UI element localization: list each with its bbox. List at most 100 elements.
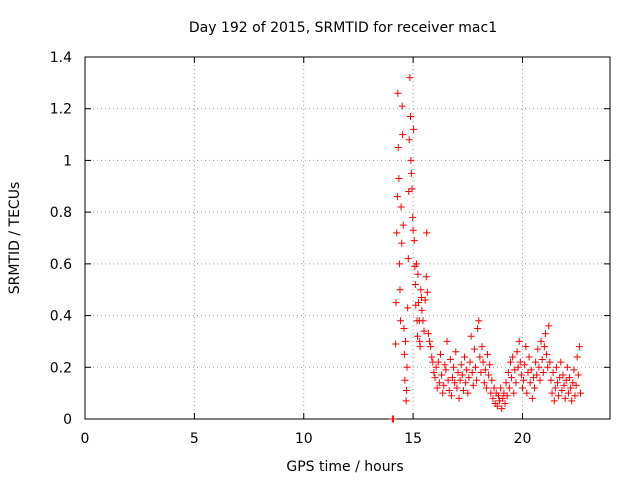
data-point (454, 368, 462, 376)
data-point (394, 89, 402, 97)
data-point (506, 358, 514, 366)
data-point (422, 273, 430, 281)
data-point (499, 394, 507, 402)
data-point (551, 384, 559, 392)
data-point (414, 332, 421, 340)
data-point (420, 327, 428, 335)
y-tick-label: 0.6 (50, 257, 72, 273)
data-point (416, 343, 424, 351)
data-point (415, 299, 423, 307)
data-point (447, 392, 455, 400)
data-point (525, 353, 533, 361)
data-point (423, 229, 431, 237)
data-point (522, 343, 530, 351)
data-point (409, 226, 417, 234)
data-point (404, 304, 412, 312)
data-point (396, 260, 404, 268)
data-point (479, 358, 487, 366)
data-point (568, 397, 576, 405)
data-point (438, 371, 446, 379)
data-point (459, 387, 467, 395)
data-point (485, 371, 493, 379)
data-point (493, 402, 501, 410)
data-point (408, 185, 416, 193)
data-point (453, 384, 461, 392)
data-point (398, 239, 406, 247)
data-point (463, 366, 471, 374)
data-point (430, 368, 438, 376)
data-point (458, 371, 466, 379)
data-point (573, 353, 581, 361)
data-point (548, 389, 556, 397)
data-point (540, 343, 548, 351)
data-point (555, 392, 563, 400)
data-point (537, 337, 545, 345)
data-point (570, 366, 578, 374)
data-point (497, 384, 505, 392)
data-point (539, 368, 547, 376)
data-point (467, 332, 475, 340)
y-tick-label: 0 (63, 412, 72, 428)
data-point (423, 288, 431, 296)
data-point (561, 394, 569, 402)
x-axis-label: GPS time / hours (286, 459, 403, 475)
data-point (446, 356, 454, 364)
data-point (576, 389, 584, 397)
data-point (515, 337, 523, 345)
data-point (395, 175, 403, 183)
data-point (417, 286, 425, 294)
data-point (541, 330, 549, 338)
data-point (532, 358, 540, 366)
data-point (418, 306, 426, 314)
data-point (502, 379, 510, 387)
data-point (527, 366, 535, 374)
data-point (470, 345, 478, 353)
data-point (403, 387, 411, 395)
data-point (393, 229, 401, 237)
data-point (396, 317, 404, 325)
data-point (451, 379, 459, 387)
data-point (435, 379, 443, 387)
data-point (431, 374, 439, 382)
data-point (494, 392, 502, 400)
data-point (546, 358, 554, 366)
x-tick-labels: 0 5 10 15 20 (81, 431, 532, 447)
data-point (407, 169, 415, 177)
data-point (512, 379, 520, 387)
data-point (533, 371, 541, 379)
data-point (513, 348, 521, 356)
data-point (504, 368, 512, 376)
data-point (475, 317, 483, 325)
y-tick-label: 1.2 (50, 102, 72, 118)
x-tick-label: 0 (81, 431, 90, 447)
data-point (521, 361, 529, 369)
data-point (476, 353, 484, 361)
data-point (528, 394, 536, 402)
data-point (559, 371, 567, 379)
data-point (547, 376, 555, 384)
data-point (489, 394, 497, 402)
data-point (509, 353, 517, 361)
data-point (563, 363, 571, 371)
data-point (411, 281, 419, 289)
data-point (402, 397, 410, 405)
data-point (396, 286, 404, 294)
data-point (574, 371, 582, 379)
data-point (443, 337, 451, 345)
data-point (442, 366, 450, 374)
y-tick-label: 1 (63, 153, 72, 169)
data-point (439, 389, 447, 397)
data-point (477, 368, 485, 376)
data-point (417, 293, 425, 301)
data-point (397, 203, 405, 211)
grid-lines (85, 57, 610, 419)
data-point (449, 374, 456, 382)
plot-frame (84, 56, 611, 420)
data-point (517, 371, 525, 379)
data-point (516, 358, 524, 366)
data-point (400, 350, 408, 358)
data-points (388, 74, 584, 423)
data-point (558, 387, 566, 395)
data-point (461, 353, 469, 361)
